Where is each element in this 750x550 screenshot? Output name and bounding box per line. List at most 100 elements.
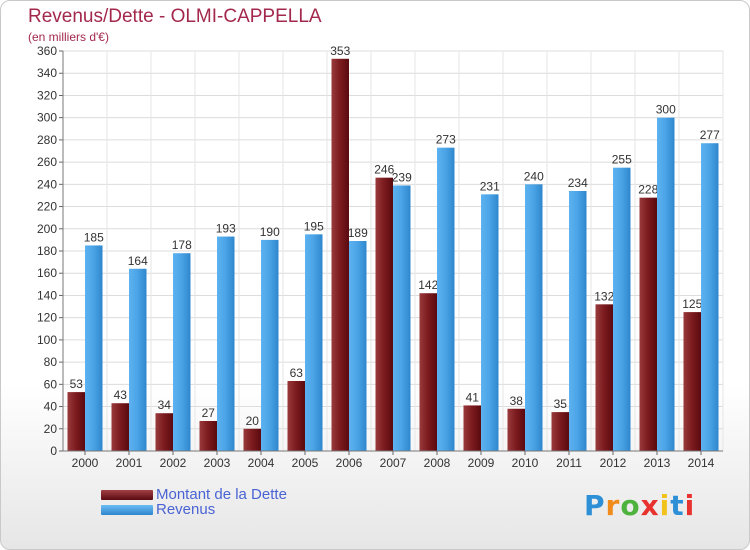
data-label-debt: 38 [510, 394, 524, 408]
y-axis: 0 20 40 60 80 100 120 140 160 180 200 220 240 260 280 3… [37, 44, 64, 458]
bar-debt [155, 413, 173, 451]
y-tick-label: 160 [37, 266, 57, 280]
y-tick-label: 20 [44, 422, 58, 436]
data-label-debt: 43 [114, 388, 128, 402]
bar-debt [507, 408, 525, 451]
bar-revenue [657, 117, 675, 452]
data-label-revenue: 273 [436, 133, 456, 147]
data-label-revenue: 178 [172, 238, 192, 252]
x-tick-label: 2013 [644, 456, 671, 470]
x-tick-label: 2004 [248, 456, 275, 470]
x-tick-label: 2003 [204, 456, 231, 470]
legend-label-revenue: Revenus [156, 501, 216, 518]
data-label-revenue: 164 [128, 254, 148, 268]
bar-revenue [217, 236, 235, 451]
x-tick-label: 2002 [160, 456, 187, 470]
x-tick-label: 2010 [512, 456, 539, 470]
y-tick-label: 340 [37, 66, 57, 80]
data-label-revenue: 239 [392, 170, 412, 184]
data-label-debt: 228 [638, 183, 658, 197]
data-label-debt: 34 [158, 398, 172, 412]
data-label-revenue: 193 [216, 222, 236, 236]
data-label-revenue: 190 [260, 225, 280, 239]
bar-debt [463, 405, 481, 451]
data-label-revenue: 234 [568, 176, 588, 190]
data-label-debt: 35 [554, 397, 568, 411]
data-label-revenue: 231 [480, 179, 500, 193]
y-tick-label: 360 [37, 44, 57, 58]
data-label-revenue: 185 [84, 230, 104, 244]
bar-debt [551, 412, 569, 451]
data-label-debt: 142 [418, 278, 438, 292]
y-tick-label: 240 [37, 177, 57, 191]
y-tick-label: 120 [37, 311, 57, 325]
y-tick-label: 0 [50, 444, 57, 458]
bar-debt [331, 58, 349, 452]
data-label-debt: 125 [682, 297, 702, 311]
data-label-revenue: 255 [612, 153, 632, 167]
bar-revenue [437, 147, 455, 451]
legend-swatch-debt [101, 490, 153, 500]
bar-debt [639, 197, 657, 451]
data-label-debt: 132 [594, 289, 614, 303]
data-label-debt: 63 [290, 366, 304, 380]
y-tick-label: 320 [37, 88, 57, 102]
legend-label-debt: Montant de la Dette [156, 486, 287, 503]
y-tick-label: 100 [37, 333, 57, 347]
x-tick-label: 2014 [688, 456, 715, 470]
bar-debt [111, 403, 129, 451]
chart-subtitle: (en milliers d'€) [28, 30, 109, 44]
bar-debt [375, 177, 393, 451]
bar-debt [595, 304, 613, 451]
data-label-debt: 41 [466, 390, 480, 404]
bars: 5318543164341782719320190631953531892462… [67, 44, 720, 452]
x-axis: 2000 2001 2002 2003 2004 2005 2006 2007 2008 2009… [63, 450, 723, 470]
bar-debt [199, 421, 217, 451]
data-label-revenue: 195 [304, 219, 324, 233]
y-tick-label: 140 [37, 288, 57, 302]
data-label-revenue: 189 [348, 226, 368, 240]
y-tick-label: 40 [44, 400, 58, 414]
x-tick-label: 2011 [556, 456, 582, 470]
bar-revenue [305, 234, 323, 451]
x-tick-label: 2007 [380, 456, 407, 470]
x-tick-label: 2006 [336, 456, 363, 470]
bar-revenue [481, 194, 499, 452]
bar-revenue [613, 167, 631, 451]
proxiti-logo: Proxiti [584, 489, 696, 522]
y-tick-label: 280 [37, 133, 57, 147]
y-tick-label: 180 [37, 244, 57, 258]
bar-debt [243, 428, 261, 451]
bar-revenue [701, 143, 719, 451]
data-label-debt: 27 [202, 406, 216, 420]
y-tick-label: 200 [37, 222, 57, 236]
chart-title: Revenus/Dette - OLMI-CAPPELLA [28, 6, 322, 27]
x-tick-label: 2005 [292, 456, 319, 470]
data-label-debt: 53 [70, 377, 84, 391]
y-tick-label: 220 [37, 200, 57, 214]
y-tick-label: 260 [37, 155, 57, 169]
bar-revenue [129, 268, 147, 451]
x-tick-label: 2009 [468, 456, 495, 470]
data-label-revenue: 240 [524, 169, 544, 183]
y-tick-label: 80 [44, 355, 58, 369]
bar-debt [419, 293, 437, 451]
data-label-debt: 246 [374, 163, 394, 177]
data-label-debt: 353 [330, 44, 350, 58]
bar-revenue [393, 185, 411, 451]
bar-revenue [349, 241, 367, 451]
bar-debt [67, 392, 85, 451]
data-label-debt: 20 [246, 414, 260, 428]
x-tick-label: 2012 [600, 456, 627, 470]
x-tick-label: 2008 [424, 456, 451, 470]
data-label-revenue: 277 [700, 128, 720, 142]
y-tick-label: 60 [44, 377, 58, 391]
y-tick-label: 300 [37, 111, 57, 125]
data-label-revenue: 300 [656, 103, 676, 117]
bar-revenue [173, 253, 191, 451]
legend-swatch-revenue [101, 505, 153, 515]
bar-debt [683, 312, 701, 451]
x-tick-label: 2000 [72, 456, 99, 470]
